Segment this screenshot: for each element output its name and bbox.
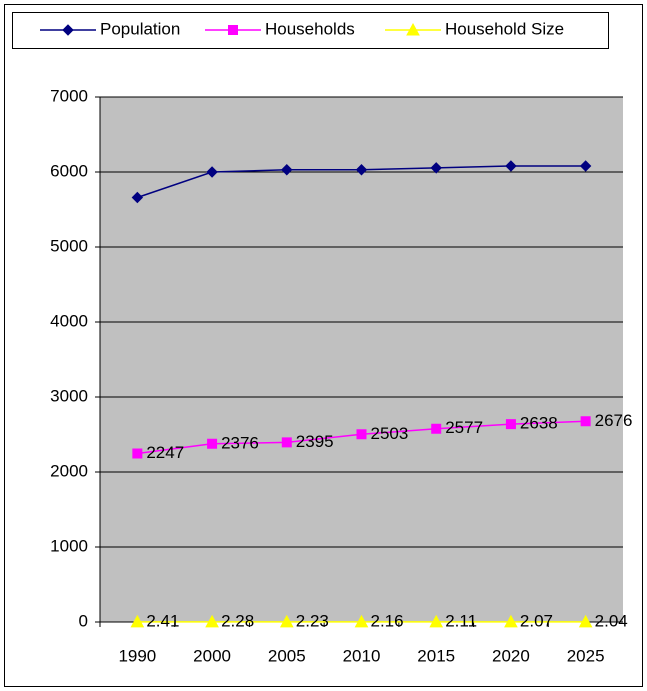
data-point	[356, 429, 367, 440]
data-point	[130, 614, 145, 628]
data-label: 2.41	[146, 611, 179, 630]
data-point	[281, 164, 293, 176]
x-tick-label: 2020	[492, 646, 530, 665]
data-point	[281, 437, 292, 448]
y-tick-label: 4000	[50, 311, 88, 330]
y-tick-label: 7000	[50, 86, 88, 105]
legend-marker	[228, 25, 238, 35]
data-label: 2395	[296, 432, 334, 451]
data-label: 2.23	[296, 611, 329, 630]
legend-label: Population	[100, 19, 180, 38]
data-label: 2577	[445, 418, 483, 437]
data-label: 2376	[221, 433, 259, 452]
data-point	[354, 614, 369, 628]
x-tick-label: 2025	[567, 646, 605, 665]
data-label: 2503	[371, 424, 409, 443]
data-label: 2638	[520, 414, 558, 433]
data-label: 2.04	[595, 611, 628, 630]
legend-label: Household Size	[445, 19, 564, 38]
data-point	[279, 614, 294, 628]
legend-marker	[406, 22, 420, 36]
x-tick-label: 2015	[417, 646, 455, 665]
data-point	[504, 614, 518, 628]
data-point	[355, 164, 368, 176]
data-point	[505, 160, 517, 172]
data-point	[206, 166, 218, 178]
y-tick-label: 3000	[50, 386, 88, 405]
data-point	[505, 419, 516, 430]
plot-area	[100, 97, 623, 622]
data-point	[205, 614, 219, 628]
data-label: 2.11	[445, 611, 477, 630]
data-label: 2.16	[371, 611, 404, 630]
x-tick-label: 2010	[343, 646, 381, 665]
data-point	[132, 448, 143, 459]
legend-label: Households	[265, 19, 355, 38]
y-tick-label: 6000	[50, 161, 88, 180]
data-point	[579, 160, 592, 172]
x-tick-label: 2000	[193, 646, 231, 665]
data-point	[578, 614, 593, 628]
legend-marker	[62, 24, 74, 36]
data-point	[429, 614, 444, 628]
data-label: 2676	[595, 411, 633, 430]
data-point	[131, 191, 144, 204]
data-point	[431, 423, 442, 434]
legend-box	[12, 12, 609, 49]
data-point	[430, 162, 442, 174]
data-label: 2247	[146, 443, 184, 462]
x-tick-label: 2005	[268, 646, 306, 665]
y-tick-label: 0	[79, 611, 88, 630]
data-label: 2.07	[520, 611, 553, 630]
data-label: 2.28	[221, 611, 254, 630]
data-point	[580, 416, 591, 427]
y-tick-label: 5000	[50, 236, 88, 255]
y-tick-label: 1000	[50, 536, 88, 555]
data-point	[207, 438, 218, 449]
x-tick-label: 1990	[118, 646, 156, 665]
y-tick-label: 2000	[50, 461, 88, 480]
